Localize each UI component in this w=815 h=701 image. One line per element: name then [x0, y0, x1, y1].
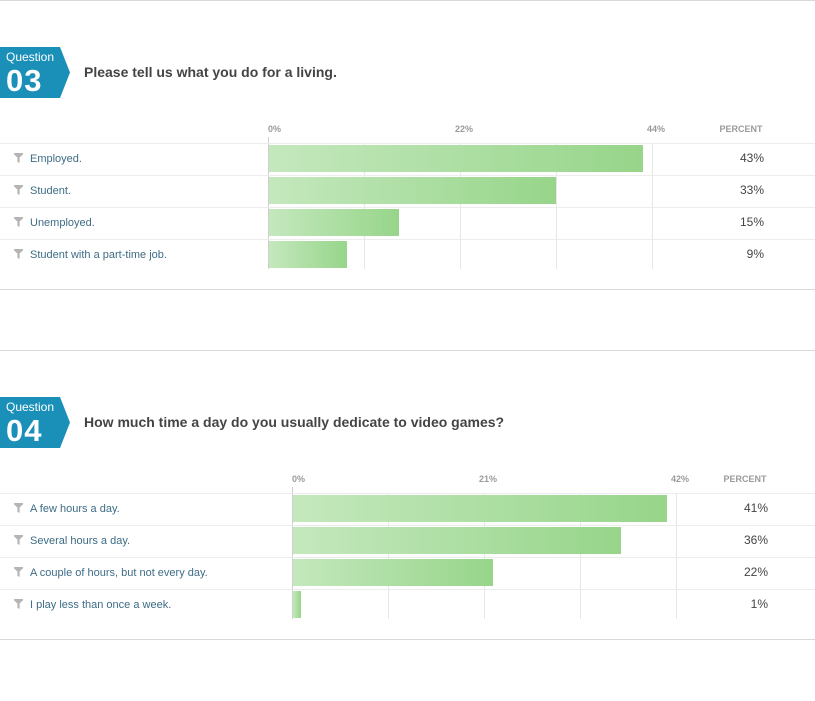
- question-number: 04: [6, 413, 43, 448]
- bar-4: [269, 241, 347, 268]
- percent-value: 43%: [739, 151, 764, 165]
- gridline: [460, 143, 461, 269]
- percent-value: 41%: [743, 501, 768, 515]
- bar-4: [293, 591, 302, 618]
- bar-2: [269, 177, 556, 204]
- row-divider: [0, 143, 815, 144]
- gridline: [388, 493, 389, 619]
- question-badge-label: Question: [6, 400, 55, 414]
- top-divider: [0, 0, 815, 1]
- bar-2: [293, 527, 622, 554]
- gridline: [580, 493, 581, 619]
- answer-text: Student with a part-time job.: [30, 249, 167, 261]
- filter-icon[interactable]: [14, 535, 23, 545]
- filter-icon[interactable]: [14, 599, 23, 609]
- section-divider: [0, 639, 815, 640]
- question-number: 03: [6, 63, 43, 98]
- question-title: How much time a day do you usually dedic…: [84, 414, 505, 430]
- answer-label: A few hours a day.: [14, 502, 120, 516]
- axis-line: [292, 487, 293, 619]
- answer-label: Several hours a day.: [14, 534, 130, 548]
- x-axis-tick-label: 0%: [268, 124, 282, 134]
- x-axis-tick-label: 42%: [670, 474, 690, 484]
- row-divider: [0, 525, 815, 526]
- answer-text: Student.: [30, 185, 71, 197]
- percent-column-header: PERCENT: [719, 124, 763, 134]
- percent-value: 22%: [743, 565, 768, 579]
- row-divider: [0, 493, 815, 494]
- answer-text: Unemployed.: [30, 217, 95, 229]
- percent-value: 33%: [739, 183, 764, 197]
- bar-3: [293, 559, 494, 586]
- filter-icon[interactable]: [14, 503, 23, 513]
- percent-column-header: PERCENT: [723, 474, 767, 484]
- x-axis-tick-label: 21%: [478, 474, 498, 484]
- gridline: [676, 493, 677, 619]
- filter-icon[interactable]: [14, 249, 23, 259]
- question-badge: Question 04: [0, 397, 70, 448]
- answer-label: Unemployed.: [14, 216, 95, 230]
- filter-icon[interactable]: [14, 185, 23, 195]
- axis-line: [268, 137, 269, 269]
- percent-value: 36%: [743, 533, 768, 547]
- answer-text: Several hours a day.: [30, 535, 131, 547]
- filter-icon[interactable]: [14, 217, 23, 227]
- gridline: [364, 143, 365, 269]
- filter-icon[interactable]: [14, 153, 23, 163]
- section-divider: [0, 289, 815, 290]
- question-badge: Question 03: [0, 47, 70, 98]
- row-divider: [0, 207, 815, 208]
- answer-text: A few hours a day.: [30, 503, 120, 515]
- answer-label: I play less than once a week.: [14, 598, 171, 612]
- percent-value: 15%: [739, 215, 764, 229]
- answer-text: Employed.: [30, 153, 82, 165]
- bar-1: [269, 145, 644, 172]
- percent-value: 1%: [750, 597, 768, 611]
- section-divider: [0, 350, 815, 351]
- bar-1: [293, 495, 667, 522]
- question-badge-label: Question: [6, 50, 55, 64]
- gridline: [652, 143, 653, 269]
- answer-label: Student with a part-time job.: [14, 248, 167, 262]
- answer-text: I play less than once a week.: [30, 599, 172, 611]
- bar-3: [269, 209, 399, 236]
- x-axis-tick-label: 22%: [454, 124, 474, 134]
- gridline: [484, 493, 485, 619]
- row-divider: [0, 175, 815, 176]
- gridline: [556, 143, 557, 269]
- percent-value: 9%: [746, 247, 764, 261]
- answer-label: Employed.: [14, 152, 82, 166]
- answer-label: Student.: [14, 184, 71, 198]
- x-axis-tick-label: 0%: [292, 474, 306, 484]
- row-divider: [0, 239, 815, 240]
- filter-icon[interactable]: [14, 567, 23, 577]
- answer-label: A couple of hours, but not every day.: [14, 566, 208, 580]
- answer-text: A couple of hours, but not every day.: [30, 567, 208, 579]
- x-axis-tick-label: 44%: [646, 124, 666, 134]
- row-divider: [0, 557, 815, 558]
- question-title: Please tell us what you do for a living.: [84, 64, 337, 80]
- row-divider: [0, 589, 815, 590]
